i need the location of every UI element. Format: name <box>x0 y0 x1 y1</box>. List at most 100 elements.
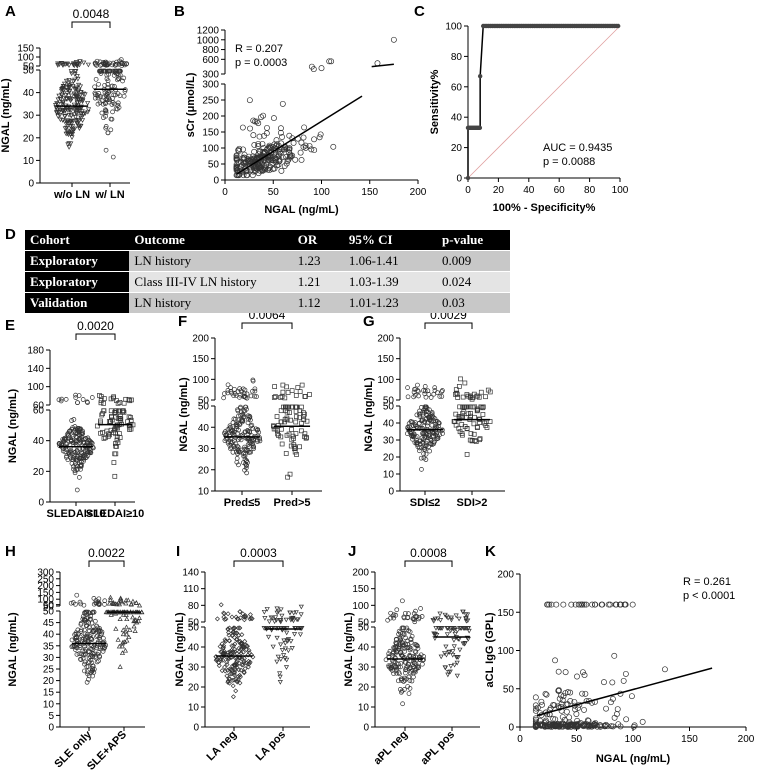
data-point <box>485 387 491 393</box>
panel-label-d: D <box>5 226 16 243</box>
data-point <box>433 626 439 631</box>
correlation-r: R = 0.207 <box>235 43 283 55</box>
data-point <box>477 420 483 425</box>
data-point <box>411 394 417 400</box>
y-tick-label: 45 <box>43 618 55 629</box>
data-point <box>440 431 445 436</box>
table-header-row: Cohort Outcome OR 95% CI p-value <box>25 230 510 250</box>
data-point <box>112 451 118 457</box>
data-point <box>126 414 132 420</box>
data-point <box>77 84 84 90</box>
data-point <box>79 430 85 435</box>
x-category-label: SDI>2 <box>457 497 488 509</box>
significance-bracket <box>241 322 293 329</box>
data-point <box>431 441 436 447</box>
data-point <box>288 617 294 623</box>
data-point <box>476 394 482 400</box>
data-point <box>108 612 114 617</box>
data-point <box>224 673 230 679</box>
data-point <box>391 612 397 618</box>
data-point <box>86 655 92 661</box>
data-point <box>478 389 484 395</box>
data-point <box>107 594 114 600</box>
data-point <box>427 414 432 420</box>
data-point <box>573 721 580 728</box>
data-point <box>572 601 579 608</box>
data-point <box>124 616 130 622</box>
table-row: Exploratory LN history 1.23 1.06-1.41 0.009 <box>25 251 510 271</box>
data-point <box>236 649 242 655</box>
data-point <box>59 92 65 98</box>
data-point <box>96 658 101 664</box>
data-point <box>258 155 265 162</box>
data-point <box>73 85 80 91</box>
data-point <box>73 91 79 97</box>
data-point <box>227 648 233 654</box>
data-point <box>60 118 66 123</box>
data-point <box>273 394 278 400</box>
data-point <box>120 408 126 414</box>
data-point <box>448 628 454 634</box>
data-point <box>99 631 105 637</box>
data-point <box>296 415 302 421</box>
data-point <box>100 429 105 435</box>
data-point <box>59 396 65 402</box>
data-point <box>432 631 439 637</box>
data-point <box>280 389 286 395</box>
data-point <box>459 422 465 427</box>
data-point <box>62 437 68 443</box>
data-point <box>282 641 288 646</box>
data-point <box>271 141 278 148</box>
data-point <box>282 395 288 401</box>
data-point <box>418 606 423 611</box>
data-point <box>542 690 549 697</box>
data-point <box>232 662 238 668</box>
x-tick-label: 150 <box>681 734 698 745</box>
y-tick-label: 50 <box>43 602 55 613</box>
data-point <box>76 82 82 88</box>
table-body: Exploratory LN history 1.23 1.06-1.41 0.009 E… <box>25 251 510 313</box>
data-point <box>629 601 636 608</box>
data-point <box>70 61 77 67</box>
data-point <box>304 418 310 424</box>
x-tick-label: 100 <box>313 187 330 198</box>
data-point <box>55 63 61 68</box>
data-point <box>80 648 86 654</box>
y-tick-label: 50 <box>198 396 210 407</box>
table-cell: 1.01-1.23 <box>343 293 438 313</box>
data-point <box>464 452 470 457</box>
data-point <box>412 392 418 398</box>
data-point <box>54 109 60 115</box>
y-axis-label: NGAL (ng/mL) <box>343 612 355 687</box>
data-point <box>407 647 413 653</box>
data-point <box>398 652 404 658</box>
data-point <box>460 609 466 615</box>
data-point <box>57 117 63 123</box>
data-point <box>227 671 233 677</box>
data-point <box>240 386 246 392</box>
p-value-label: 0.0008 <box>410 546 447 560</box>
data-point <box>255 120 262 127</box>
data-point <box>107 432 112 438</box>
data-point <box>272 147 278 154</box>
data-point <box>620 677 627 684</box>
data-point <box>532 720 539 727</box>
data-point <box>299 428 304 434</box>
data-point <box>243 465 249 471</box>
data-point <box>234 678 240 684</box>
data-point <box>422 384 428 389</box>
data-point <box>237 395 242 400</box>
data-point <box>412 669 418 675</box>
data-point <box>136 602 143 608</box>
y-tick-label: 40 <box>383 419 395 430</box>
data-point <box>220 650 226 656</box>
data-point <box>581 672 588 679</box>
y-tick-label: 150 <box>192 354 209 365</box>
data-point <box>275 431 280 437</box>
data-point <box>78 123 84 129</box>
data-point <box>70 433 76 439</box>
data-point <box>75 76 81 82</box>
data-point <box>244 395 250 401</box>
